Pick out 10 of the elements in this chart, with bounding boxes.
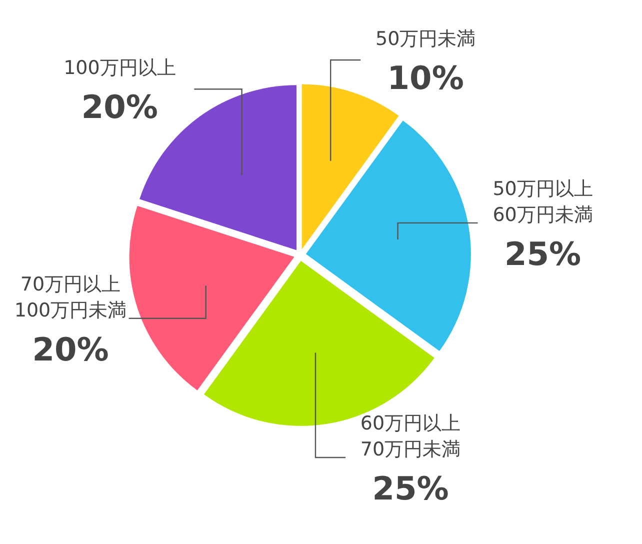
- data-label: 25%: [372, 469, 449, 508]
- data-label: 10%: [387, 59, 464, 98]
- data-label: 20%: [32, 330, 109, 368]
- slice-label: 70万円以上 100万円未満: [14, 273, 127, 322]
- slice-label: 50万円未満: [376, 28, 476, 50]
- slice-label: 100万円以上: [64, 57, 176, 80]
- data-label: 20%: [81, 88, 158, 126]
- slice-label: 60万円以上 70万円未満: [360, 412, 461, 460]
- data-label: 25%: [504, 234, 582, 273]
- slice-label: 50万円以上 60万円未満: [492, 178, 593, 226]
